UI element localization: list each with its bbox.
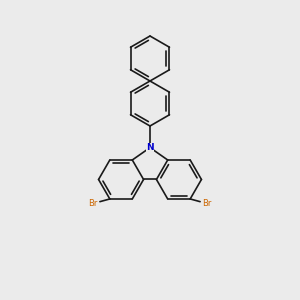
Text: N: N xyxy=(146,143,154,152)
Text: Br: Br xyxy=(88,199,98,208)
Text: Br: Br xyxy=(202,199,211,208)
